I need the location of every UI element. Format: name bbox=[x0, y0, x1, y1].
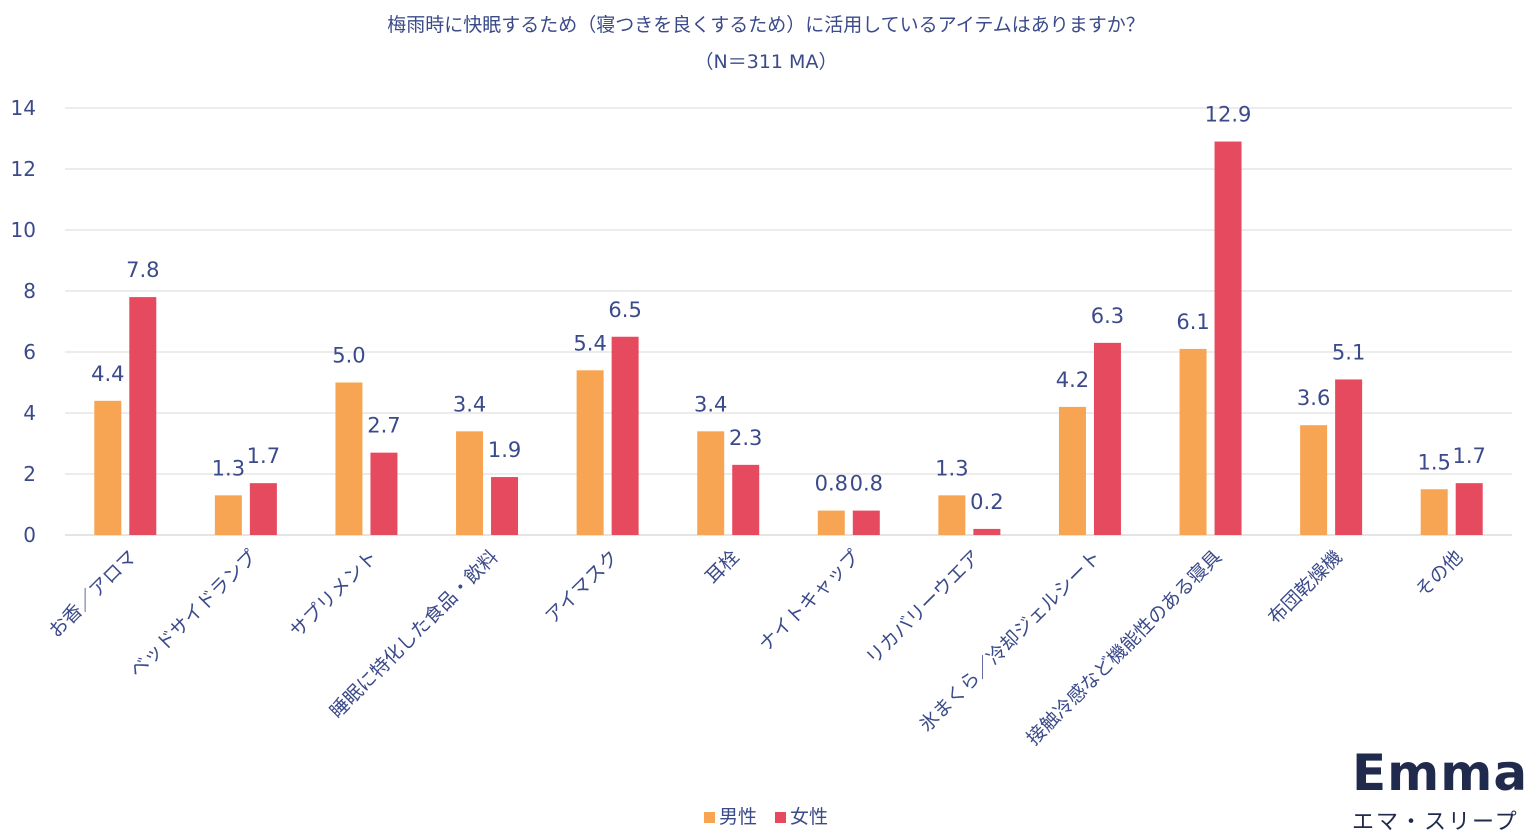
data-label-male: 1.3 bbox=[212, 456, 245, 480]
data-label-male: 3.6 bbox=[1297, 386, 1330, 410]
data-label-female: 1.7 bbox=[247, 444, 280, 468]
logo-subtitle: エマ・スリープ bbox=[1352, 810, 1519, 835]
bar-female bbox=[732, 464, 760, 535]
data-label-male: 0.8 bbox=[815, 472, 848, 496]
y-tick-label: 14 bbox=[11, 96, 36, 120]
legend: 男性 女性 bbox=[0, 802, 1532, 829]
logo-wordmark: Emma bbox=[1352, 744, 1529, 802]
data-label-female: 0.8 bbox=[850, 472, 883, 496]
bar-female bbox=[129, 297, 157, 535]
data-label-male: 5.4 bbox=[573, 331, 606, 355]
data-label-female: 5.1 bbox=[1332, 340, 1365, 364]
bar-male bbox=[938, 495, 966, 535]
x-category-label: お香／アロマ bbox=[45, 546, 141, 642]
y-tick-label: 10 bbox=[11, 218, 36, 242]
bar-male bbox=[1058, 406, 1086, 535]
y-tick-label: 0 bbox=[23, 523, 36, 547]
brand-logo: Emma エマ・スリープ bbox=[1352, 748, 1532, 836]
data-label-male: 4.4 bbox=[91, 362, 124, 386]
bar-male bbox=[335, 382, 363, 535]
bar-female bbox=[1455, 483, 1483, 535]
bar-female bbox=[370, 452, 398, 535]
x-category-label: 接触冷感など機能性のある寝具 bbox=[1022, 546, 1226, 750]
bar-male bbox=[1179, 348, 1207, 535]
x-category-label: 布団乾燥機 bbox=[1264, 546, 1347, 629]
chart-title: 梅雨時に快眠するため（寝つきを良くするため）に活用しているアイテムはありますか？ bbox=[387, 14, 1145, 36]
data-label-female: 7.8 bbox=[126, 258, 159, 282]
data-label-female: 2.7 bbox=[367, 414, 400, 438]
bar-male bbox=[697, 431, 725, 535]
y-tick-label: 2 bbox=[23, 462, 36, 486]
x-category-label: ナイトキャップ bbox=[755, 546, 865, 656]
bar-female bbox=[249, 483, 277, 535]
data-label-male: 4.2 bbox=[1056, 368, 1089, 392]
data-label-female: 12.9 bbox=[1205, 103, 1252, 127]
data-label-male: 1.5 bbox=[1418, 450, 1451, 474]
bar-female bbox=[852, 510, 880, 535]
x-category-label: ベッドサイドランプ bbox=[125, 546, 261, 682]
bar-male bbox=[576, 370, 604, 535]
data-label-female: 6.5 bbox=[608, 298, 641, 322]
data-label-female: 6.3 bbox=[1091, 304, 1124, 328]
data-label-female: 1.9 bbox=[488, 438, 521, 462]
bar-female bbox=[1093, 342, 1121, 535]
legend-swatch-female bbox=[775, 812, 787, 823]
data-label-female: 1.7 bbox=[1453, 444, 1486, 468]
bar-female bbox=[611, 336, 639, 535]
data-label-male: 1.3 bbox=[935, 456, 968, 480]
bar-female bbox=[1214, 141, 1242, 536]
bar-male bbox=[94, 400, 122, 535]
legend-swatch-male bbox=[703, 812, 715, 823]
data-label-male: 3.4 bbox=[453, 392, 486, 416]
x-category-label: サプリメント bbox=[286, 546, 382, 642]
bar-male bbox=[1300, 425, 1328, 535]
bar-female bbox=[1335, 379, 1363, 535]
bar-male bbox=[1420, 489, 1448, 535]
x-category-label: 耳栓 bbox=[701, 546, 743, 588]
data-label-female: 2.3 bbox=[729, 426, 762, 450]
legend-item-male: 男性 bbox=[703, 802, 757, 829]
y-tick-label: 6 bbox=[23, 340, 36, 364]
legend-label-female: 女性 bbox=[790, 806, 829, 828]
bar-male bbox=[817, 510, 845, 535]
legend-item-female: 女性 bbox=[775, 802, 828, 829]
chart-subtitle: （N＝311 MA） bbox=[694, 51, 838, 73]
y-tick-label: 4 bbox=[23, 401, 36, 425]
data-label-male: 5.0 bbox=[332, 344, 365, 368]
y-tick-label: 8 bbox=[23, 279, 36, 303]
x-category-label: リカバリーウエア bbox=[862, 546, 985, 669]
x-category-label: アイマスク bbox=[541, 546, 623, 628]
x-category-label: その他 bbox=[1411, 546, 1467, 602]
bar-male bbox=[456, 431, 484, 535]
legend-label-male: 男性 bbox=[718, 806, 757, 828]
data-label-male: 6.1 bbox=[1176, 310, 1209, 334]
y-tick-label: 12 bbox=[11, 157, 36, 181]
data-label-male: 3.4 bbox=[694, 392, 727, 416]
data-label-female: 0.2 bbox=[970, 490, 1003, 514]
bar-female bbox=[973, 528, 1001, 535]
bar-male bbox=[214, 495, 242, 535]
bar-female bbox=[491, 477, 519, 535]
